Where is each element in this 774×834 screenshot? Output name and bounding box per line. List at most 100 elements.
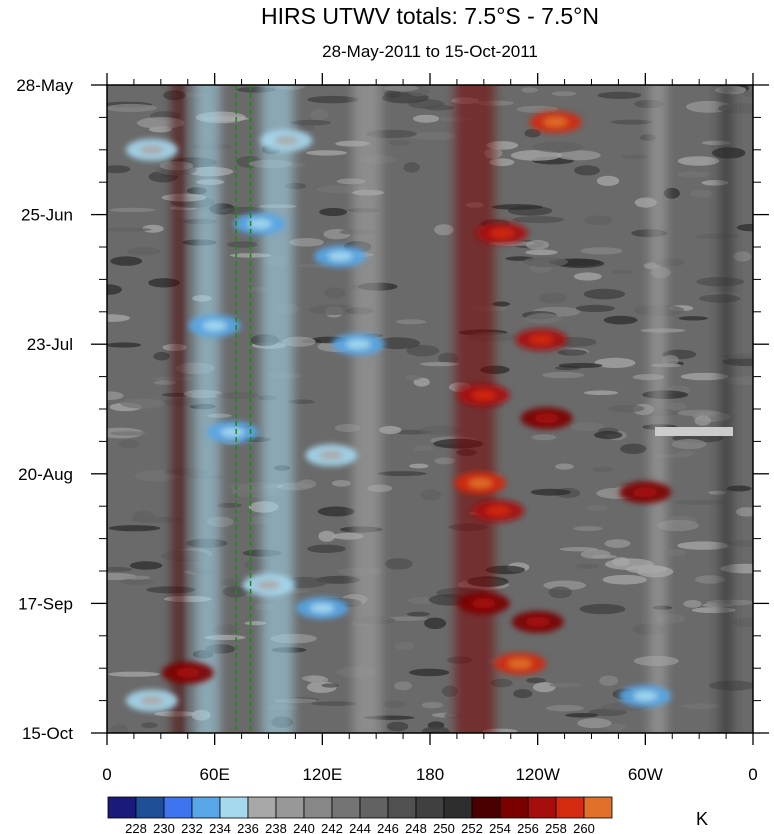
texture-cell bbox=[569, 422, 605, 432]
x-tick-label: 120E bbox=[302, 765, 342, 784]
texture-cell bbox=[107, 314, 130, 322]
y-tick-label: 25-Jun bbox=[21, 206, 73, 225]
texture-cell bbox=[216, 503, 243, 508]
texture-cell bbox=[379, 425, 402, 435]
x-tick-label: 0 bbox=[748, 765, 757, 784]
texture-cell bbox=[120, 578, 154, 585]
dry-band bbox=[261, 85, 294, 733]
texture-cell bbox=[526, 677, 546, 684]
moist-spot-core bbox=[489, 228, 514, 239]
texture-cell bbox=[382, 700, 406, 708]
dry-spot-core bbox=[633, 691, 658, 701]
moist-spot-core bbox=[529, 334, 554, 345]
texture-cell bbox=[523, 256, 568, 268]
texture-cell bbox=[124, 575, 151, 580]
texture-cell bbox=[580, 549, 611, 559]
texture-cell bbox=[583, 288, 625, 300]
texture-cell bbox=[605, 723, 626, 732]
texture-cell bbox=[129, 561, 163, 570]
texture-cell bbox=[222, 586, 248, 598]
texture-cell bbox=[110, 256, 143, 266]
dry-spot-core bbox=[220, 427, 245, 438]
texture-cell bbox=[384, 85, 419, 92]
texture-cell bbox=[308, 304, 360, 316]
texture-cell bbox=[323, 287, 346, 299]
texture-cell bbox=[406, 344, 440, 357]
colorbar-label: 240 bbox=[293, 821, 315, 834]
texture-cell bbox=[602, 574, 648, 585]
colorbar-label: 230 bbox=[153, 821, 175, 834]
texture-cell bbox=[677, 409, 721, 417]
texture-cell bbox=[318, 530, 336, 542]
texture-cell bbox=[668, 402, 687, 411]
texture-cell bbox=[573, 526, 603, 532]
x-tick-label: 60E bbox=[200, 765, 230, 784]
colorbar-label: 234 bbox=[209, 821, 231, 834]
texture-cell bbox=[221, 206, 266, 215]
dry-spot-core bbox=[247, 218, 272, 229]
texture-cell bbox=[126, 247, 161, 256]
texture-cell bbox=[577, 718, 612, 729]
colorbar-label: 256 bbox=[517, 821, 539, 834]
texture-cell bbox=[141, 722, 158, 729]
texture-cell bbox=[405, 374, 422, 381]
colorbar-swatch bbox=[583, 796, 613, 819]
texture-cell bbox=[597, 91, 642, 99]
colorbar-swatch bbox=[247, 796, 277, 819]
texture-cell bbox=[674, 499, 727, 505]
texture-cell bbox=[594, 430, 623, 440]
colorbar-swatch bbox=[499, 796, 529, 819]
moist-spot-core bbox=[633, 487, 658, 498]
texture-cell bbox=[668, 549, 686, 557]
dry-band bbox=[648, 85, 667, 733]
texture-cell bbox=[386, 721, 409, 732]
colorbar-label: 254 bbox=[489, 821, 511, 834]
texture-cell bbox=[677, 171, 711, 178]
moist-spot-core bbox=[175, 667, 200, 678]
texture-cell bbox=[611, 269, 633, 274]
moist-spot-core bbox=[471, 598, 496, 609]
texture-cell bbox=[694, 415, 711, 426]
colorbar-swatch bbox=[359, 796, 389, 819]
texture-cell bbox=[510, 150, 562, 161]
texture-cell bbox=[153, 351, 170, 361]
texture-cell bbox=[695, 575, 726, 584]
texture-cell bbox=[678, 316, 709, 321]
heatmap-bands bbox=[171, 85, 734, 733]
texture-cell bbox=[596, 175, 620, 186]
texture-cell bbox=[574, 165, 600, 176]
dry-spot-core bbox=[139, 144, 164, 155]
texture-cell bbox=[419, 362, 459, 367]
dry-band bbox=[352, 85, 382, 733]
texture-cell bbox=[424, 617, 447, 629]
plot-area bbox=[107, 85, 753, 733]
texture-cell bbox=[434, 457, 456, 465]
colorbar-label: 260 bbox=[573, 821, 595, 834]
colorbar-label: 238 bbox=[265, 821, 287, 834]
texture-cell bbox=[605, 558, 655, 570]
texture-cell bbox=[579, 603, 626, 615]
texture-cell bbox=[107, 391, 124, 400]
dry-spot-core bbox=[256, 579, 281, 590]
texture-cell bbox=[603, 315, 638, 325]
texture-cell bbox=[107, 103, 157, 113]
reference-lines bbox=[235, 85, 252, 733]
texture-cell bbox=[575, 304, 615, 312]
texture-cell bbox=[307, 675, 329, 684]
texture-cell bbox=[733, 251, 752, 262]
texture-cell bbox=[317, 506, 355, 517]
colorbar-swatch bbox=[415, 796, 445, 819]
texture-cell bbox=[108, 525, 161, 532]
texture-cell bbox=[594, 357, 636, 368]
colorbar-label: 258 bbox=[545, 821, 567, 834]
texture-cell bbox=[297, 124, 315, 132]
moist-band bbox=[171, 85, 186, 733]
texture-cell bbox=[409, 463, 429, 469]
texture-cell bbox=[604, 539, 631, 548]
texture-cell bbox=[677, 541, 729, 550]
texture-cell bbox=[107, 284, 122, 295]
texture-cell bbox=[610, 119, 653, 125]
texture-cell bbox=[384, 90, 402, 98]
colorbar-swatch bbox=[191, 796, 221, 819]
